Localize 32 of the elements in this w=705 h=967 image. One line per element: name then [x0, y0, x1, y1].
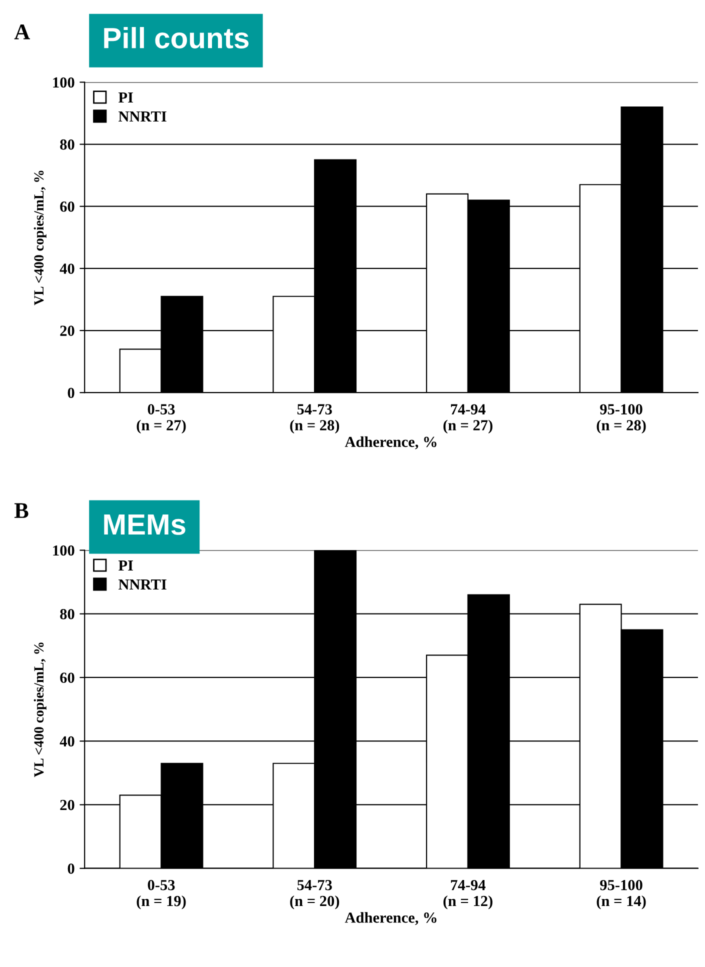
y-tick-label: 100 — [53, 77, 74, 88]
y-tick-label: 20 — [60, 800, 74, 810]
y-tick-label: 80 — [60, 139, 74, 150]
chart-title: Pill counts — [104, 27, 248, 48]
legend-label: NNRTI — [118, 580, 166, 590]
y-tick-label: 0 — [68, 388, 74, 398]
y-tick-label: 40 — [60, 736, 74, 747]
x-tick-label: 54-73 (n = 20) — [290, 880, 340, 910]
y-tick-label: 40 — [60, 264, 74, 274]
x-tick-label: 95-100 (n = 14) — [596, 880, 646, 910]
legend-label: NNRTI — [118, 112, 166, 122]
x-tick-label: 54-73 (n = 28) — [290, 404, 340, 434]
x-tick-label: 0-53 (n = 27) — [136, 404, 186, 434]
y-axis-title: VL <400 copies/mL, % — [34, 170, 46, 306]
y-tick-label: 0 — [68, 864, 74, 874]
x-tick-label: 74-94 (n = 27) — [443, 404, 492, 434]
y-tick-label: 60 — [60, 672, 74, 683]
x-tick-label: 95-100 (n = 28) — [596, 404, 646, 434]
chart-title: MEMs — [104, 514, 186, 535]
x-axis-title: Adherence, % — [344, 912, 436, 926]
x-tick-label: 74-94 (n = 12) — [443, 880, 492, 910]
y-tick-label: 20 — [60, 326, 74, 336]
x-axis-title: Adherence, % — [344, 436, 436, 450]
y-tick-label: 100 — [53, 545, 74, 556]
legend-label: PI — [118, 560, 133, 571]
y-tick-label: 80 — [60, 608, 74, 620]
text: B — [14, 503, 28, 518]
legend-label: PI — [118, 92, 133, 103]
x-tick-label: 0-53 (n = 19) — [136, 880, 186, 910]
y-axis-title: VL <400 copies/mL, % — [34, 642, 46, 778]
y-tick-label: 60 — [60, 202, 74, 212]
text: A — [14, 24, 30, 40]
